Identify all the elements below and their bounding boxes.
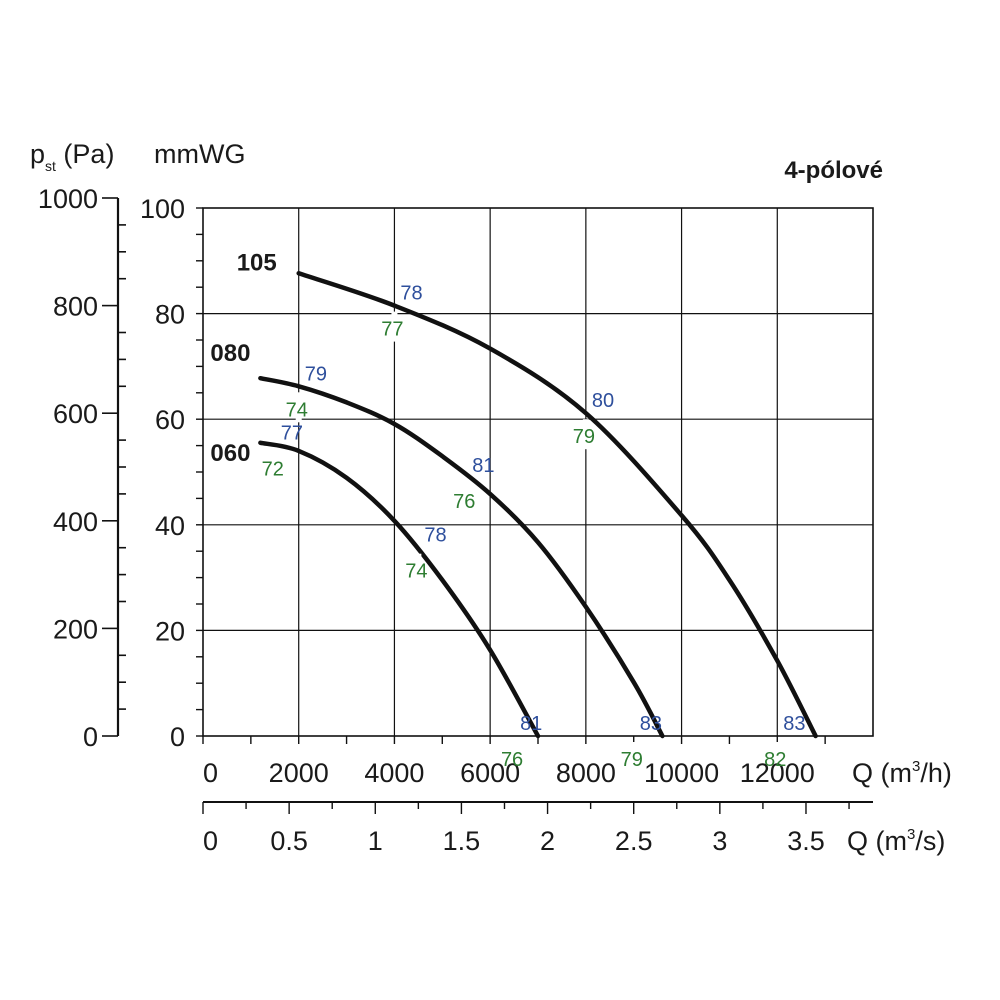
annotation-bottom: 72 <box>262 458 284 480</box>
x-tick-label: 4000 <box>364 758 424 788</box>
annotation-gap <box>415 553 422 584</box>
annotation-top: 81 <box>472 455 494 477</box>
annotation-bottom: 77 <box>381 319 403 341</box>
curve-060 <box>258 440 541 739</box>
axes <box>102 197 873 814</box>
x2-tick-label: 1 <box>368 826 383 856</box>
annotation-gap <box>391 311 398 342</box>
x-tick-label: 6000 <box>460 758 520 788</box>
annotation-gap <box>271 451 278 482</box>
x-tick-label: 0 <box>203 758 218 788</box>
annotation-bottom: 82 <box>764 749 786 771</box>
series-label-060: 060 <box>210 440 250 467</box>
annotation-gap <box>295 392 302 423</box>
annotation-gap <box>511 742 518 772</box>
y-tick-label-pa: 0 <box>83 722 98 752</box>
annotation-top: 83 <box>640 713 662 735</box>
x2-tick-label: 2 <box>540 826 555 856</box>
annotation-gap <box>582 419 589 450</box>
y-tick-label-pa: 600 <box>53 399 98 429</box>
annotation-gap <box>630 742 637 772</box>
curve-105 <box>296 271 818 739</box>
curves <box>258 271 818 772</box>
y-tick-label-mm: 100 <box>140 194 185 224</box>
x2-tick-label: 1.5 <box>443 826 481 856</box>
y-axis-label-mmwg: mmWG <box>154 139 245 169</box>
series-label-080: 080 <box>210 340 250 367</box>
y-tick-label-mm: 20 <box>155 616 185 646</box>
annotation-top: 83 <box>783 713 805 735</box>
x2-tick-label: 3 <box>712 826 727 856</box>
annotation-bottom: 79 <box>621 749 643 771</box>
annotation-top: 79 <box>305 363 327 385</box>
x2-tick-label: 3.5 <box>787 826 825 856</box>
annotation-top: 78 <box>400 283 422 305</box>
annotation-top: 78 <box>424 525 446 547</box>
y-tick-label-pa: 800 <box>53 292 98 322</box>
x2-tick-label: 0.5 <box>270 826 308 856</box>
annotation-bottom: 76 <box>501 749 523 771</box>
y-tick-label-pa: 1000 <box>38 184 98 214</box>
y-tick-label-pa: 200 <box>53 614 98 644</box>
x-tick-label: 8000 <box>556 758 616 788</box>
x-tick-label: 10000 <box>644 758 719 788</box>
x-tick-label: 12000 <box>740 758 815 788</box>
grid <box>202 207 874 737</box>
chart-title: 4-pólové <box>784 157 883 184</box>
annotation-bottom: 79 <box>573 426 595 448</box>
plot-frame <box>202 207 874 737</box>
annotation-bottom: 76 <box>453 491 475 513</box>
x2-tick-label: 0 <box>203 826 218 856</box>
annotation-top: 80 <box>592 390 614 412</box>
x-axis-label-m3h: Q (m3/h) <box>852 758 952 788</box>
annotation-bottom: 74 <box>286 399 308 421</box>
series-label-105: 105 <box>237 249 277 276</box>
y-tick-label-mm: 40 <box>155 511 185 541</box>
x-tick-label: 2000 <box>269 758 329 788</box>
curve-080 <box>258 375 665 739</box>
annotation-top: 77 <box>281 422 303 444</box>
x-axis-label-m3s: Q (m3/s) <box>847 826 945 856</box>
y-axis-label-pa: pst (Pa) <box>30 139 114 174</box>
x2-tick-label: 2.5 <box>615 826 653 856</box>
y-tick-label-mm: 0 <box>170 722 185 752</box>
annotation-gap <box>774 742 781 772</box>
y-tick-label-mm: 80 <box>155 300 185 330</box>
y-tick-label-mm: 60 <box>155 405 185 435</box>
annotation-gap <box>463 483 470 514</box>
annotation-top: 81 <box>520 713 542 735</box>
y-tick-label-pa: 400 <box>53 507 98 537</box>
annotation-bottom: 74 <box>405 561 427 583</box>
